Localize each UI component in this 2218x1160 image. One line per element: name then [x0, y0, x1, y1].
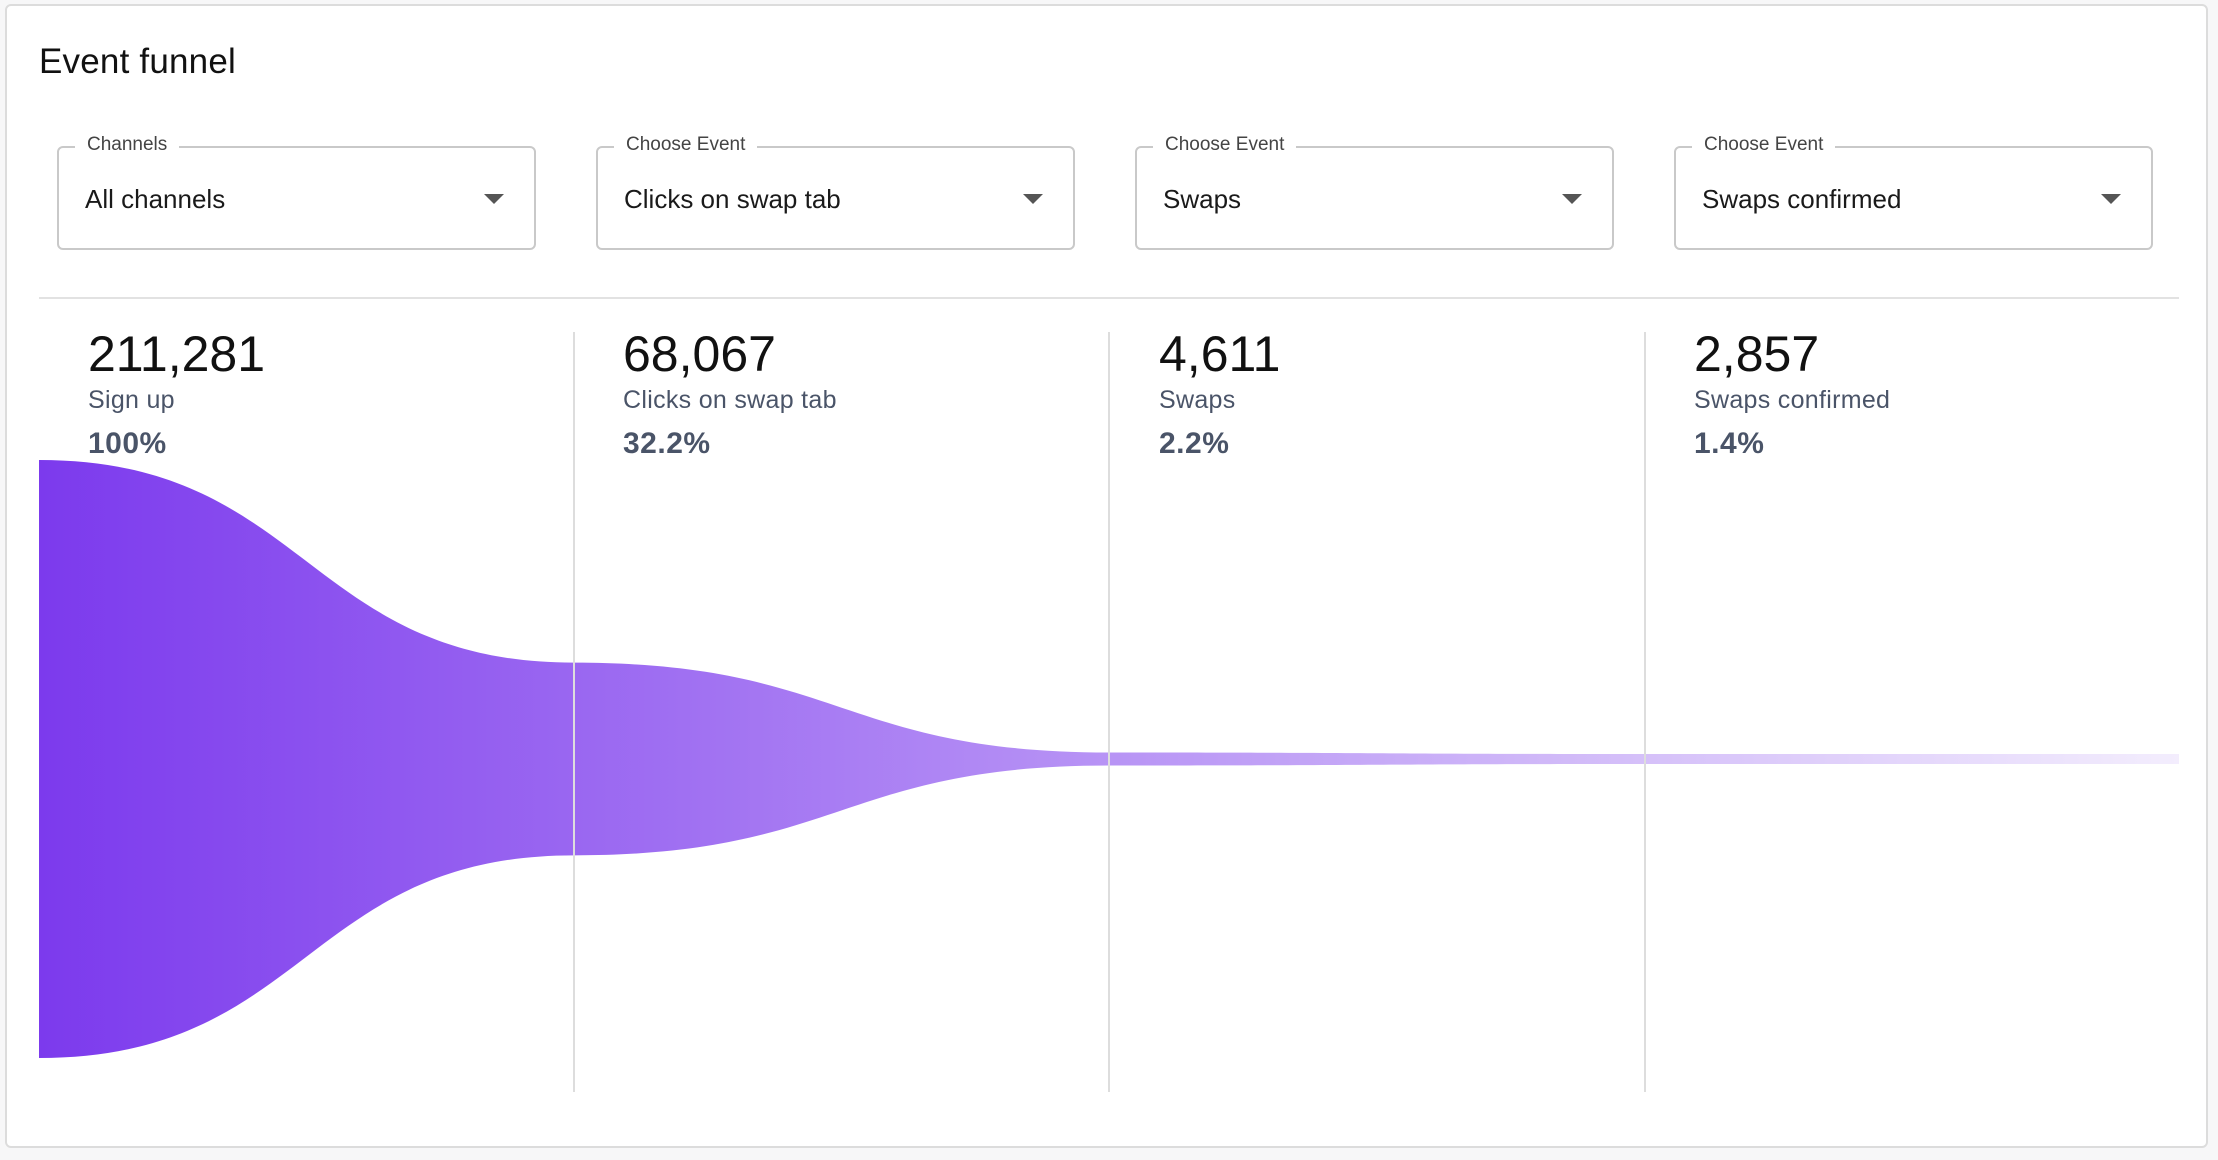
stage-label: Swaps confirmed — [1694, 386, 1891, 414]
stage-swaps-confirmed: 2,857 Swaps confirmed 1.4% — [1694, 324, 1890, 461]
stage-divider — [1108, 332, 1110, 1092]
event-select-1-value: Clicks on swap tab — [624, 184, 841, 214]
event-select-2[interactable]: Choose Event Swaps — [1135, 134, 1614, 250]
stage-label: Swaps — [1159, 386, 1236, 414]
stage-divider — [573, 332, 575, 1092]
stage-percent: 2.2% — [1159, 427, 1230, 460]
stage-divider — [1644, 332, 1646, 1092]
chevron-down-icon — [1023, 194, 1043, 204]
event-select-2-label: Choose Event — [1153, 134, 1297, 156]
channels-select-value: All channels — [85, 184, 226, 214]
event-select-3-value: Swaps confirmed — [1702, 184, 1902, 214]
event-funnel-card: Event funnel Channels All channels Choos… — [5, 4, 2208, 1148]
stage-swaps: 4,611 Swaps 2.2% — [1159, 324, 1280, 461]
event-select-1[interactable]: Choose Event Clicks on swap tab — [596, 134, 1075, 250]
channels-select-label: Channels — [75, 134, 180, 156]
stage-sign-up: 211,281 Sign up 100% — [88, 324, 265, 461]
stage-percent: 32.2% — [623, 427, 711, 460]
event-select-1-label: Choose Event — [614, 134, 758, 156]
channels-select[interactable]: Channels All channels — [57, 134, 536, 250]
chevron-down-icon — [2101, 194, 2121, 204]
header-divider — [39, 297, 2179, 299]
event-select-3[interactable]: Choose Event Swaps confirmed — [1674, 134, 2153, 250]
stage-count: 4,611 — [1159, 326, 1281, 382]
stage-clicks-on-swap-tab: 68,067 Clicks on swap tab 32.2% — [623, 324, 837, 461]
chevron-down-icon — [484, 194, 504, 204]
stage-count: 2,857 — [1694, 326, 1820, 382]
card-title: Event funnel — [39, 42, 236, 81]
stage-percent: 1.4% — [1694, 427, 1765, 460]
stage-percent: 100% — [88, 427, 167, 460]
event-select-3-label: Choose Event — [1692, 134, 1836, 156]
chevron-down-icon — [1562, 194, 1582, 204]
stage-label: Clicks on swap tab — [623, 386, 837, 414]
stage-label: Sign up — [88, 386, 175, 414]
stage-count: 68,067 — [623, 326, 776, 382]
event-select-2-value: Swaps — [1163, 184, 1242, 214]
stage-count: 211,281 — [88, 326, 266, 382]
funnel-chart — [39, 460, 2179, 1058]
